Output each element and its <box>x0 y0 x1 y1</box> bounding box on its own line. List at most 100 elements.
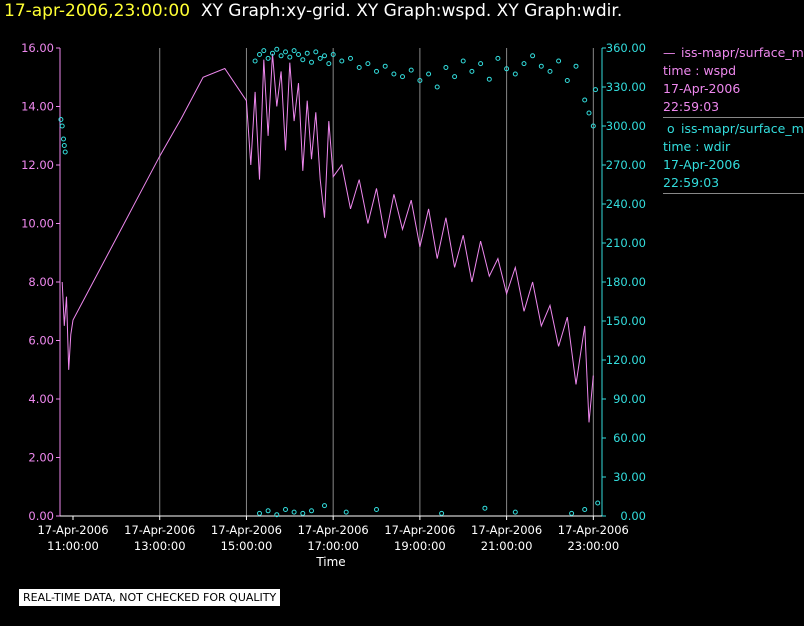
x-tick-time: 21:00:00 <box>481 539 533 553</box>
wdir-point <box>356 65 362 70</box>
series-area <box>58 46 601 518</box>
wdir-point <box>62 149 68 155</box>
wdir-point <box>391 71 397 77</box>
legend-series1-date: 17-Apr-2006 <box>663 81 741 96</box>
right-tick-label: 360.00 <box>606 41 646 55</box>
title-timestamp: 17-apr-2006,23:00:00 <box>4 1 191 21</box>
wdir-point <box>400 74 405 80</box>
wdir-point <box>257 510 262 516</box>
wdir-point <box>538 63 544 69</box>
title-text: XY Graph:xy-grid. XY Graph:wspd. XY Grap… <box>200 1 623 21</box>
wdir-point <box>265 508 271 514</box>
legend-entry-wdir: o iss-mapr/surface_m time : wdir 17-Apr-2… <box>663 120 804 194</box>
vertical-grid <box>159 48 594 516</box>
legend-series2-var: time : wdir <box>663 139 731 154</box>
wdir-point <box>309 59 314 65</box>
right-tick-label: 240.00 <box>606 197 646 211</box>
wdir-point <box>469 68 475 74</box>
x-tick-date: 17-Apr-2006 <box>384 523 455 537</box>
axis-labels: 0.00 2.00 4.00 6.00 8.00 10.00 12.00 14.00 16.00… <box>21 41 646 553</box>
right-tick-label: 0.00 <box>620 509 646 523</box>
circle-marker-icon: o <box>663 121 675 136</box>
x-tick-time: 11:00:00 <box>47 539 99 553</box>
legend-series1-var: time : wspd <box>663 63 737 78</box>
x-tick-date: 17-Apr-2006 <box>124 523 195 537</box>
wdir-point <box>270 50 275 56</box>
wdir-point <box>382 63 388 69</box>
x-tick-date: 17-Apr-2006 <box>471 523 542 537</box>
wdir-point <box>434 84 440 90</box>
wdir-point <box>300 510 306 516</box>
wdir-point <box>486 76 492 82</box>
wdir-point <box>374 68 379 74</box>
wdir-point <box>365 61 371 67</box>
wdir-point <box>590 123 596 129</box>
wdir-point <box>556 58 562 64</box>
wdir-point <box>374 507 379 512</box>
left-tick-label: 10.00 <box>21 217 54 231</box>
wdir-point <box>439 510 445 516</box>
wdir-point <box>443 65 449 70</box>
legend-series1-time: 22:59:03 <box>663 99 720 114</box>
wdir-point <box>300 57 306 63</box>
wdir-point <box>530 53 536 59</box>
wdir-point <box>309 508 314 514</box>
wdir-point <box>61 143 67 148</box>
wdir-point <box>322 503 327 509</box>
wdir-point <box>317 55 323 61</box>
wdir-point <box>348 55 353 61</box>
wdir-point <box>274 512 280 518</box>
wdir-point <box>586 110 592 116</box>
x-tick-date: 17-Apr-2006 <box>558 523 629 537</box>
wdir-point <box>564 78 570 83</box>
chart-title: 17-apr-2006,23:00:00 XY Graph:xy-grid. X… <box>4 1 622 21</box>
wdir-point <box>261 48 267 54</box>
right-tick-label: 210.00 <box>606 236 646 250</box>
right-tick-label: 270.00 <box>606 158 646 172</box>
legend-series2-time: 22:59:03 <box>663 175 720 190</box>
wdir-point <box>512 509 518 515</box>
wdir-point <box>252 58 258 64</box>
x-tick-date: 17-Apr-2006 <box>37 523 108 537</box>
wdir-point <box>257 52 262 57</box>
wdir-point <box>582 97 588 103</box>
wspd-line <box>61 53 594 423</box>
quality-disclaimer: REAL-TIME DATA, NOT CHECKED FOR QUALITY <box>19 589 281 606</box>
wdir-point <box>58 117 64 122</box>
wdir-point <box>452 74 458 80</box>
line-symbol-icon: — <box>663 45 676 60</box>
wdir-point <box>495 55 501 61</box>
x-tick-date: 17-Apr-2006 <box>298 523 369 537</box>
wdir-point <box>426 71 432 77</box>
wdir-point <box>265 55 271 61</box>
right-tick-label: 120.00 <box>606 353 646 367</box>
wdir-point <box>408 67 414 73</box>
left-tick-label: 2.00 <box>28 451 54 465</box>
left-tick-label: 0.00 <box>28 509 54 523</box>
wdir-point <box>291 509 297 515</box>
right-tick-label: 180.00 <box>606 275 646 289</box>
legend-series1-name: iss-mapr/surface_m <box>681 45 804 60</box>
wdir-point <box>504 66 510 72</box>
left-tick-label: 12.00 <box>21 158 54 172</box>
wdir-point <box>339 58 345 64</box>
wdir-point <box>417 78 423 83</box>
left-tick-label: 8.00 <box>28 275 54 289</box>
wdir-point <box>291 48 297 54</box>
wdir-point <box>482 505 488 511</box>
wdir-point <box>521 61 527 67</box>
wdir-point <box>304 50 310 56</box>
left-tick-label: 14.00 <box>21 100 54 114</box>
x-tick-time: 19:00:00 <box>394 539 446 553</box>
legend-series2-date: 17-Apr-2006 <box>663 157 741 172</box>
right-tick-label: 300.00 <box>606 119 646 133</box>
wdir-point <box>313 49 319 55</box>
right-tick-label: 150.00 <box>606 314 646 328</box>
wdir-point <box>573 63 579 69</box>
wdir-point <box>512 71 518 77</box>
wdir-point <box>283 507 288 512</box>
x-axis-label: Time <box>315 555 345 569</box>
axes <box>56 47 606 520</box>
right-tick-label: 330.00 <box>606 80 646 94</box>
